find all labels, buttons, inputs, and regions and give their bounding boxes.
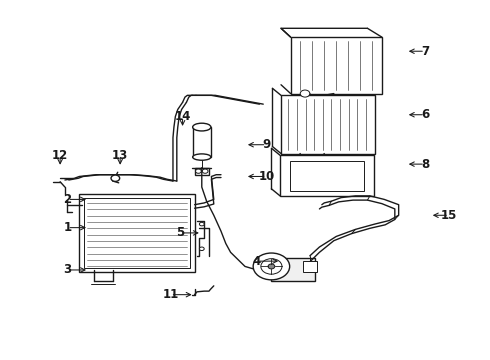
Bar — [193, 127, 211, 157]
Text: 2: 2 — [63, 193, 72, 206]
Circle shape — [111, 175, 120, 181]
Circle shape — [253, 253, 290, 280]
Circle shape — [300, 90, 310, 97]
Bar — [79, 194, 195, 272]
Text: 10: 10 — [259, 170, 275, 183]
Bar — [303, 261, 317, 272]
Text: 14: 14 — [174, 110, 191, 123]
Text: 6: 6 — [421, 108, 429, 121]
Bar — [271, 258, 315, 280]
Circle shape — [199, 247, 204, 251]
Text: 9: 9 — [263, 138, 271, 151]
Text: 15: 15 — [441, 209, 457, 222]
Bar — [280, 155, 374, 196]
Text: 12: 12 — [52, 149, 68, 162]
Bar — [84, 198, 190, 268]
Bar — [290, 161, 364, 190]
Text: 8: 8 — [421, 158, 429, 171]
Text: 4: 4 — [253, 255, 261, 267]
Circle shape — [268, 264, 275, 269]
Text: 3: 3 — [63, 264, 72, 276]
Text: 7: 7 — [421, 45, 429, 58]
Bar — [281, 95, 375, 154]
Ellipse shape — [193, 123, 211, 131]
Ellipse shape — [193, 154, 211, 160]
Text: 1: 1 — [63, 221, 72, 234]
Circle shape — [202, 169, 208, 173]
Bar — [195, 168, 209, 175]
Text: 13: 13 — [112, 149, 128, 162]
Circle shape — [196, 169, 201, 173]
Circle shape — [261, 259, 282, 274]
Bar — [291, 37, 382, 94]
Text: 5: 5 — [176, 226, 184, 239]
Text: 11: 11 — [163, 288, 179, 301]
Circle shape — [199, 222, 204, 226]
